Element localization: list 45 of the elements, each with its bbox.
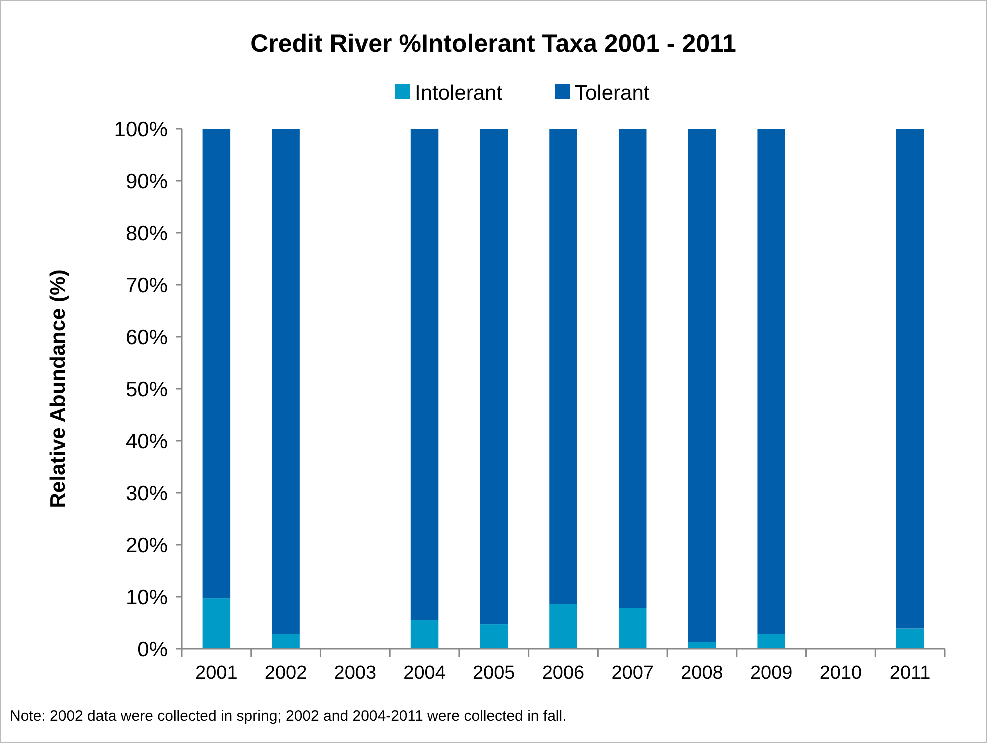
- y-tick-label: 60%: [126, 326, 168, 350]
- bar: [272, 634, 300, 649]
- legend-label: Tolerant: [575, 82, 650, 105]
- y-tick-label: 70%: [126, 274, 168, 298]
- x-tick-label: 2010: [820, 663, 862, 684]
- y-tick-label: 30%: [126, 482, 168, 506]
- y-tick-label: 50%: [126, 378, 168, 402]
- x-tick-label: 2009: [750, 663, 793, 684]
- y-tick-label: 0%: [138, 638, 168, 662]
- x-tick-label: 2011: [890, 663, 931, 684]
- y-tick-label: 20%: [126, 534, 168, 558]
- bar: [202, 598, 231, 649]
- bar: [410, 129, 439, 620]
- y-tick-label: 40%: [126, 430, 168, 454]
- x-tick-label: 2001: [196, 663, 238, 684]
- chart-title: Credit River %Intolerant Taxa 2001 - 2011: [250, 30, 737, 58]
- bar: [550, 604, 578, 649]
- x-tick-label: 2005: [472, 663, 516, 684]
- bar: [480, 624, 508, 649]
- x-tick-label: 2006: [542, 663, 585, 684]
- y-tick-label: 100%: [114, 118, 168, 142]
- bar: [896, 129, 924, 629]
- x-tick-label: 2004: [404, 663, 446, 684]
- x-tick-label: 2002: [264, 663, 308, 684]
- bar: [688, 642, 716, 649]
- bar: [896, 628, 924, 649]
- legend-label: Intolerant: [415, 82, 503, 105]
- y-tick-label: 10%: [126, 586, 168, 610]
- bar: [410, 620, 439, 649]
- bar: [758, 634, 786, 649]
- y-tick-label: 90%: [126, 170, 168, 194]
- x-tick-label: 2003: [334, 663, 377, 684]
- bar: [618, 608, 647, 649]
- bar: [480, 129, 508, 625]
- bar: [688, 129, 716, 642]
- y-tick-label: 80%: [126, 222, 168, 246]
- bar: [618, 129, 647, 608]
- bar: [758, 129, 786, 634]
- bar: [272, 129, 300, 634]
- y-axis-title: Relative Abundance (%): [47, 270, 70, 508]
- bar: [202, 129, 231, 599]
- x-tick-label: 2008: [681, 663, 724, 684]
- x-tick-label: 2007: [612, 663, 654, 684]
- bar: [550, 129, 578, 604]
- text: Note: 2002 data were collected in spring; 2002 and 2004-2011 were collected in fall.: [10, 708, 567, 725]
